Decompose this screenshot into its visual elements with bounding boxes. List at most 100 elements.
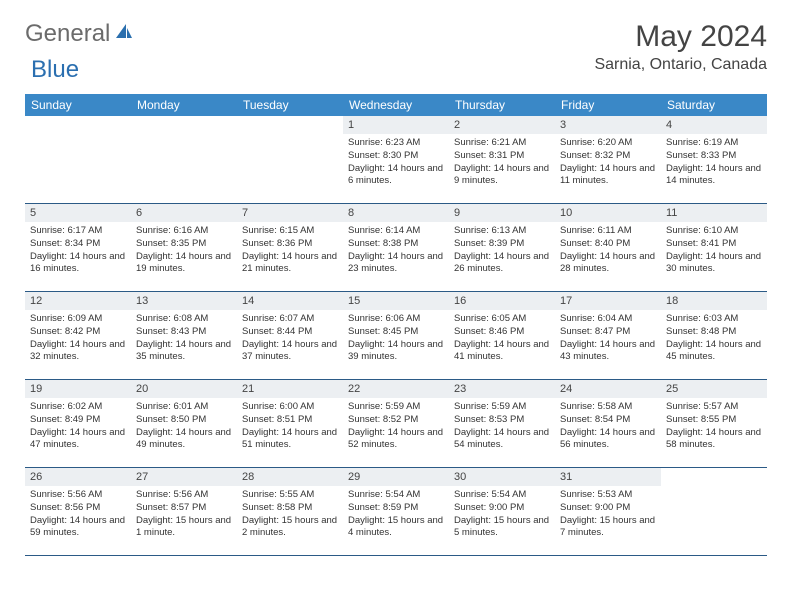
calendar-cell: .. bbox=[131, 116, 237, 204]
weekday-header: Wednesday bbox=[343, 94, 449, 116]
weekday-header: Saturday bbox=[661, 94, 767, 116]
day-number: 5 bbox=[25, 204, 131, 222]
logo-text-blue: Blue bbox=[31, 56, 79, 84]
day-detail: Sunrise: 6:08 AMSunset: 8:43 PMDaylight:… bbox=[131, 310, 237, 368]
day-detail: Sunrise: 6:19 AMSunset: 8:33 PMDaylight:… bbox=[661, 134, 767, 192]
day-number: 19 bbox=[25, 380, 131, 398]
day-detail: Sunrise: 6:11 AMSunset: 8:40 PMDaylight:… bbox=[555, 222, 661, 280]
page-title: May 2024 bbox=[594, 20, 767, 54]
day-number: 4 bbox=[661, 116, 767, 134]
calendar-cell: 27Sunrise: 5:56 AMSunset: 8:57 PMDayligh… bbox=[131, 468, 237, 556]
day-detail: Sunrise: 6:02 AMSunset: 8:49 PMDaylight:… bbox=[25, 398, 131, 456]
calendar-row: 26Sunrise: 5:56 AMSunset: 8:56 PMDayligh… bbox=[25, 468, 767, 556]
day-number: 14 bbox=[237, 292, 343, 310]
day-detail: Sunrise: 5:58 AMSunset: 8:54 PMDaylight:… bbox=[555, 398, 661, 456]
calendar-cell: 9Sunrise: 6:13 AMSunset: 8:39 PMDaylight… bbox=[449, 204, 555, 292]
calendar-cell: 8Sunrise: 6:14 AMSunset: 8:38 PMDaylight… bbox=[343, 204, 449, 292]
day-detail: Sunrise: 6:03 AMSunset: 8:48 PMDaylight:… bbox=[661, 310, 767, 368]
day-detail: Sunrise: 6:09 AMSunset: 8:42 PMDaylight:… bbox=[25, 310, 131, 368]
weekday-header-row: SundayMondayTuesdayWednesdayThursdayFrid… bbox=[25, 94, 767, 116]
calendar-cell: 12Sunrise: 6:09 AMSunset: 8:42 PMDayligh… bbox=[25, 292, 131, 380]
day-detail: Sunrise: 6:05 AMSunset: 8:46 PMDaylight:… bbox=[449, 310, 555, 368]
calendar-cell: 25Sunrise: 5:57 AMSunset: 8:55 PMDayligh… bbox=[661, 380, 767, 468]
day-detail: Sunrise: 5:55 AMSunset: 8:58 PMDaylight:… bbox=[237, 486, 343, 544]
calendar-cell: 2Sunrise: 6:21 AMSunset: 8:31 PMDaylight… bbox=[449, 116, 555, 204]
calendar-table: SundayMondayTuesdayWednesdayThursdayFrid… bbox=[25, 94, 767, 556]
logo: General bbox=[25, 20, 136, 48]
day-detail: Sunrise: 6:06 AMSunset: 8:45 PMDaylight:… bbox=[343, 310, 449, 368]
day-detail: Sunrise: 5:59 AMSunset: 8:52 PMDaylight:… bbox=[343, 398, 449, 456]
day-number: 7 bbox=[237, 204, 343, 222]
calendar-cell: 5Sunrise: 6:17 AMSunset: 8:34 PMDaylight… bbox=[25, 204, 131, 292]
day-number: 23 bbox=[449, 380, 555, 398]
day-detail: Sunrise: 6:01 AMSunset: 8:50 PMDaylight:… bbox=[131, 398, 237, 456]
day-number: 24 bbox=[555, 380, 661, 398]
weekday-header: Sunday bbox=[25, 94, 131, 116]
day-detail: Sunrise: 6:20 AMSunset: 8:32 PMDaylight:… bbox=[555, 134, 661, 192]
day-number: 31 bbox=[555, 468, 661, 486]
calendar-cell: 10Sunrise: 6:11 AMSunset: 8:40 PMDayligh… bbox=[555, 204, 661, 292]
day-detail: Sunrise: 6:07 AMSunset: 8:44 PMDaylight:… bbox=[237, 310, 343, 368]
day-number: 3 bbox=[555, 116, 661, 134]
day-number: 15 bbox=[343, 292, 449, 310]
day-number: 12 bbox=[25, 292, 131, 310]
day-detail: Sunrise: 6:23 AMSunset: 8:30 PMDaylight:… bbox=[343, 134, 449, 192]
calendar-cell: .. bbox=[25, 116, 131, 204]
calendar-row: 19Sunrise: 6:02 AMSunset: 8:49 PMDayligh… bbox=[25, 380, 767, 468]
calendar-cell: 15Sunrise: 6:06 AMSunset: 8:45 PMDayligh… bbox=[343, 292, 449, 380]
day-detail: Sunrise: 5:56 AMSunset: 8:56 PMDaylight:… bbox=[25, 486, 131, 544]
calendar-row: 12Sunrise: 6:09 AMSunset: 8:42 PMDayligh… bbox=[25, 292, 767, 380]
day-number: 13 bbox=[131, 292, 237, 310]
day-detail: Sunrise: 6:15 AMSunset: 8:36 PMDaylight:… bbox=[237, 222, 343, 280]
calendar-cell: .. bbox=[237, 116, 343, 204]
day-detail: Sunrise: 6:17 AMSunset: 8:34 PMDaylight:… bbox=[25, 222, 131, 280]
calendar-cell: 26Sunrise: 5:56 AMSunset: 8:56 PMDayligh… bbox=[25, 468, 131, 556]
day-number: 16 bbox=[449, 292, 555, 310]
day-number: 1 bbox=[343, 116, 449, 134]
day-detail: Sunrise: 6:21 AMSunset: 8:31 PMDaylight:… bbox=[449, 134, 555, 192]
calendar-cell: 3Sunrise: 6:20 AMSunset: 8:32 PMDaylight… bbox=[555, 116, 661, 204]
day-detail: Sunrise: 6:16 AMSunset: 8:35 PMDaylight:… bbox=[131, 222, 237, 280]
calendar-cell: 21Sunrise: 6:00 AMSunset: 8:51 PMDayligh… bbox=[237, 380, 343, 468]
day-number: 27 bbox=[131, 468, 237, 486]
weekday-header: Tuesday bbox=[237, 94, 343, 116]
logo-sail-icon bbox=[114, 22, 134, 47]
logo-text-general: General bbox=[25, 20, 110, 48]
calendar-cell: 30Sunrise: 5:54 AMSunset: 9:00 PMDayligh… bbox=[449, 468, 555, 556]
day-number: 25 bbox=[661, 380, 767, 398]
calendar-cell: 17Sunrise: 6:04 AMSunset: 8:47 PMDayligh… bbox=[555, 292, 661, 380]
day-detail: Sunrise: 5:59 AMSunset: 8:53 PMDaylight:… bbox=[449, 398, 555, 456]
calendar-row: 5Sunrise: 6:17 AMSunset: 8:34 PMDaylight… bbox=[25, 204, 767, 292]
calendar-cell: 6Sunrise: 6:16 AMSunset: 8:35 PMDaylight… bbox=[131, 204, 237, 292]
day-detail: Sunrise: 6:10 AMSunset: 8:41 PMDaylight:… bbox=[661, 222, 767, 280]
day-number: 9 bbox=[449, 204, 555, 222]
day-number: 8 bbox=[343, 204, 449, 222]
day-number: 20 bbox=[131, 380, 237, 398]
calendar-cell: 4Sunrise: 6:19 AMSunset: 8:33 PMDaylight… bbox=[661, 116, 767, 204]
day-detail: Sunrise: 6:04 AMSunset: 8:47 PMDaylight:… bbox=[555, 310, 661, 368]
calendar-cell: 16Sunrise: 6:05 AMSunset: 8:46 PMDayligh… bbox=[449, 292, 555, 380]
day-number: 2 bbox=[449, 116, 555, 134]
day-number: 26 bbox=[25, 468, 131, 486]
day-number: 10 bbox=[555, 204, 661, 222]
calendar-row: ......1Sunrise: 6:23 AMSunset: 8:30 PMDa… bbox=[25, 116, 767, 204]
day-number: 21 bbox=[237, 380, 343, 398]
day-number: 11 bbox=[661, 204, 767, 222]
calendar-cell: 19Sunrise: 6:02 AMSunset: 8:49 PMDayligh… bbox=[25, 380, 131, 468]
weekday-header: Monday bbox=[131, 94, 237, 116]
day-number: 29 bbox=[343, 468, 449, 486]
day-detail: Sunrise: 5:54 AMSunset: 8:59 PMDaylight:… bbox=[343, 486, 449, 544]
calendar-cell: .. bbox=[661, 468, 767, 556]
day-detail: Sunrise: 6:00 AMSunset: 8:51 PMDaylight:… bbox=[237, 398, 343, 456]
day-number: 30 bbox=[449, 468, 555, 486]
weekday-header: Friday bbox=[555, 94, 661, 116]
location-label: Sarnia, Ontario, Canada bbox=[594, 56, 767, 74]
day-detail: Sunrise: 5:53 AMSunset: 9:00 PMDaylight:… bbox=[555, 486, 661, 544]
day-detail: Sunrise: 6:13 AMSunset: 8:39 PMDaylight:… bbox=[449, 222, 555, 280]
calendar-cell: 22Sunrise: 5:59 AMSunset: 8:52 PMDayligh… bbox=[343, 380, 449, 468]
day-number: 17 bbox=[555, 292, 661, 310]
calendar-cell: 23Sunrise: 5:59 AMSunset: 8:53 PMDayligh… bbox=[449, 380, 555, 468]
calendar-cell: 11Sunrise: 6:10 AMSunset: 8:41 PMDayligh… bbox=[661, 204, 767, 292]
day-detail: Sunrise: 5:57 AMSunset: 8:55 PMDaylight:… bbox=[661, 398, 767, 456]
calendar-cell: 1Sunrise: 6:23 AMSunset: 8:30 PMDaylight… bbox=[343, 116, 449, 204]
